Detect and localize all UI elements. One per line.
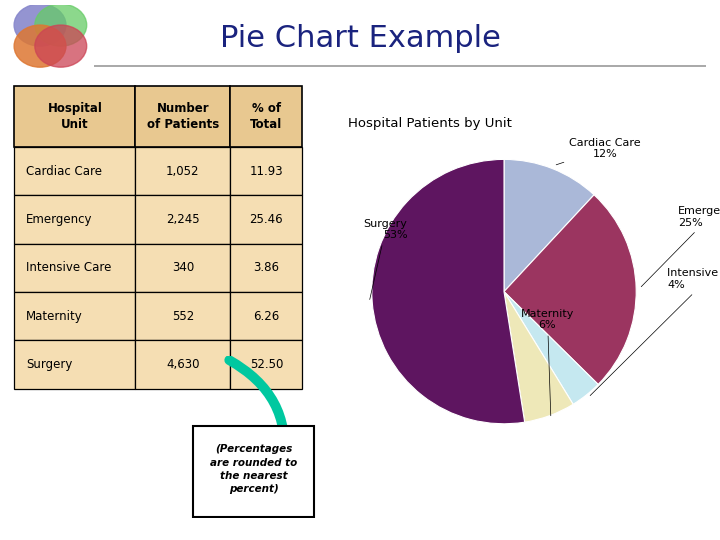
Text: 3.86: 3.86: [253, 261, 279, 274]
Text: Number
of Patients: Number of Patients: [147, 102, 219, 131]
Bar: [230, 195, 302, 244]
Bar: [135, 340, 230, 389]
Text: 11.93: 11.93: [250, 165, 283, 178]
Text: Pie Chart Example: Pie Chart Example: [220, 24, 500, 53]
Bar: [14, 195, 135, 244]
Text: 4,630: 4,630: [166, 358, 199, 371]
Bar: [14, 86, 135, 147]
Text: % of
Total: % of Total: [251, 102, 282, 131]
Bar: [14, 244, 135, 292]
Bar: [14, 340, 135, 389]
Bar: [14, 292, 135, 340]
Bar: [230, 244, 302, 292]
Circle shape: [35, 25, 86, 67]
Text: Intensive Care: Intensive Care: [26, 261, 112, 274]
Bar: [230, 86, 302, 147]
Text: 340: 340: [172, 261, 194, 274]
Text: Maternity
6%: Maternity 6%: [521, 309, 575, 416]
Bar: [230, 340, 302, 389]
Bar: [135, 86, 230, 147]
Text: 52.50: 52.50: [250, 358, 283, 371]
Text: Surgery: Surgery: [26, 358, 72, 371]
Text: 552: 552: [172, 310, 194, 323]
Text: Emergency: Emergency: [26, 213, 92, 226]
Circle shape: [35, 4, 86, 46]
Text: 1,052: 1,052: [166, 165, 199, 178]
Wedge shape: [504, 292, 598, 404]
Wedge shape: [504, 159, 594, 292]
Bar: [135, 147, 230, 195]
Text: Hospital
Unit: Hospital Unit: [48, 102, 102, 131]
Text: 25.46: 25.46: [250, 213, 283, 226]
Text: (Percentages
are rounded to
the nearest
percent): (Percentages are rounded to the nearest …: [210, 444, 297, 494]
Text: Cardiac Care: Cardiac Care: [26, 165, 102, 178]
FancyArrowPatch shape: [229, 360, 284, 461]
Bar: [230, 292, 302, 340]
Bar: [14, 147, 135, 195]
Circle shape: [14, 4, 66, 46]
Text: Hospital Patients by Unit: Hospital Patients by Unit: [348, 117, 513, 130]
Bar: [135, 195, 230, 244]
Text: 2,245: 2,245: [166, 213, 199, 226]
Circle shape: [14, 25, 66, 67]
Text: Intensive Care
4%: Intensive Care 4%: [590, 268, 720, 396]
Bar: [230, 147, 302, 195]
Text: 6.26: 6.26: [253, 310, 279, 323]
Text: Cardiac Care
12%: Cardiac Care 12%: [556, 138, 641, 165]
Wedge shape: [504, 195, 636, 384]
Bar: [135, 292, 230, 340]
Bar: [135, 244, 230, 292]
Text: Maternity: Maternity: [26, 310, 83, 323]
Text: Emergency
25%: Emergency 25%: [642, 206, 720, 287]
Text: Surgery
53%: Surgery 53%: [364, 219, 408, 300]
Wedge shape: [372, 159, 525, 424]
Wedge shape: [504, 292, 573, 422]
